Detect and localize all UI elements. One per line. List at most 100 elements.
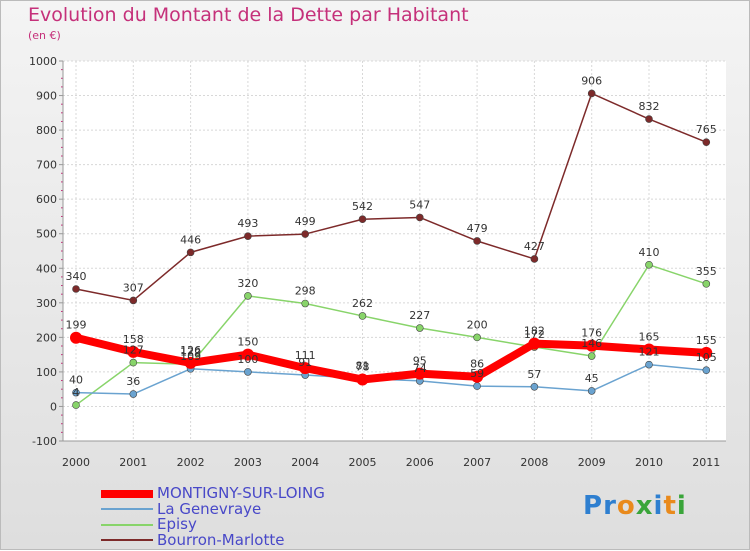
data-label: 158: [123, 333, 144, 346]
legend-label: Episy: [157, 515, 197, 534]
data-label: 765: [696, 123, 717, 136]
y-tick-label: 600: [36, 193, 57, 206]
data-label: 410: [639, 246, 660, 259]
data-point: [528, 337, 541, 350]
logo-letter: P: [583, 491, 604, 521]
series-line-bourron-marlotte: [75, 92, 707, 302]
data-point: [129, 296, 138, 305]
data-label: 200: [467, 318, 488, 331]
y-tick-label: 300: [36, 297, 57, 310]
data-point: [299, 362, 312, 375]
data-label: 111: [295, 349, 316, 362]
data-point: [702, 138, 711, 146]
data-label: 4: [73, 386, 80, 399]
data-label: 100: [237, 353, 258, 366]
data-label: 182: [524, 325, 545, 338]
data-point: [301, 299, 310, 308]
y-tick-label: -100: [32, 435, 57, 448]
data-label: 57: [527, 368, 541, 381]
data-point: [413, 367, 426, 380]
data-point: [587, 387, 596, 395]
y-tick-label: 1000: [29, 55, 57, 68]
x-tick-label: 2006: [406, 456, 434, 469]
chart-unit-label: (en €): [28, 29, 61, 42]
data-point: [473, 237, 481, 245]
x-tick-label: 2004: [291, 456, 319, 469]
data-label: 155: [696, 334, 717, 347]
legend-swatch: [101, 508, 153, 511]
data-label: 74: [413, 362, 427, 375]
data-point: [244, 232, 252, 240]
x-tick-label: 2003: [234, 456, 262, 469]
data-point: [244, 292, 252, 300]
chart-title: Evolution du Montant de la Dette par Hab…: [28, 4, 469, 26]
data-label: 547: [409, 198, 430, 211]
y-tick-label: 800: [36, 124, 57, 137]
data-point: [356, 373, 369, 386]
x-tick-label: 2008: [520, 456, 548, 469]
data-point: [244, 368, 252, 376]
data-point: [473, 382, 481, 390]
proxiti-logo: Proxiti: [583, 491, 687, 521]
data-point: [415, 213, 424, 222]
data-label: 446: [180, 233, 201, 246]
logo-letter: i: [653, 491, 664, 521]
logo-letter: o: [616, 491, 636, 521]
data-label: 109: [180, 350, 201, 363]
data-point: [70, 331, 82, 344]
data-label: 126: [180, 344, 201, 357]
y-tick-label: 700: [36, 159, 57, 172]
data-label: 91: [298, 356, 312, 369]
data-point: [530, 382, 539, 391]
legend-item: La Genevraye: [101, 499, 325, 518]
data-point: [184, 356, 197, 369]
data-point: [645, 360, 653, 369]
data-label: 542: [352, 200, 373, 213]
data-point: [585, 339, 598, 352]
data-label: 78: [356, 361, 370, 374]
legend-swatch: [101, 539, 153, 542]
data-label: 122: [180, 345, 201, 358]
data-point: [643, 343, 655, 356]
logo-letter: r: [603, 491, 617, 521]
data-point: [702, 280, 711, 288]
x-tick-label: 2009: [578, 456, 606, 469]
data-point: [587, 352, 596, 360]
data-label: 165: [639, 330, 660, 343]
data-label: 150: [237, 336, 258, 349]
data-point: [301, 230, 310, 238]
data-point: [471, 370, 484, 383]
legend-item: Bourron-Marlotte: [101, 530, 325, 549]
data-point: [186, 248, 195, 257]
data-label: 298: [295, 285, 316, 298]
y-tick-label: 500: [36, 228, 57, 241]
x-tick-label: 2010: [635, 456, 663, 469]
data-label: 45: [585, 372, 599, 385]
data-label: 199: [66, 319, 87, 332]
data-label: 479: [467, 222, 488, 235]
data-point: [645, 261, 653, 269]
data-label: 81: [356, 359, 370, 372]
data-label: 340: [66, 270, 87, 283]
y-tick-label: 200: [36, 331, 57, 344]
data-label: 172: [524, 328, 545, 341]
x-tick-label: 2011: [692, 456, 720, 469]
data-label: 499: [295, 215, 316, 228]
data-point: [129, 358, 138, 367]
legend-item: MONTIGNY-SUR-LOING: [101, 486, 325, 502]
legend-label: La Genevraye: [157, 499, 262, 518]
x-tick-label: 2001: [119, 456, 147, 469]
x-tick-label: 2000: [62, 456, 90, 469]
data-label: 36: [126, 375, 140, 388]
data-point: [72, 401, 80, 409]
legend: MONTIGNY-SUR-LOING La Genevraye Episy Bourr…: [101, 486, 325, 548]
data-label: 86: [470, 358, 484, 371]
data-label: 427: [524, 240, 545, 253]
data-point: [700, 346, 713, 359]
legend-item: Episy: [101, 517, 325, 533]
legend-label: Bourron-Marlotte: [157, 530, 285, 549]
data-point: [127, 345, 140, 358]
data-label: 355: [696, 265, 717, 278]
